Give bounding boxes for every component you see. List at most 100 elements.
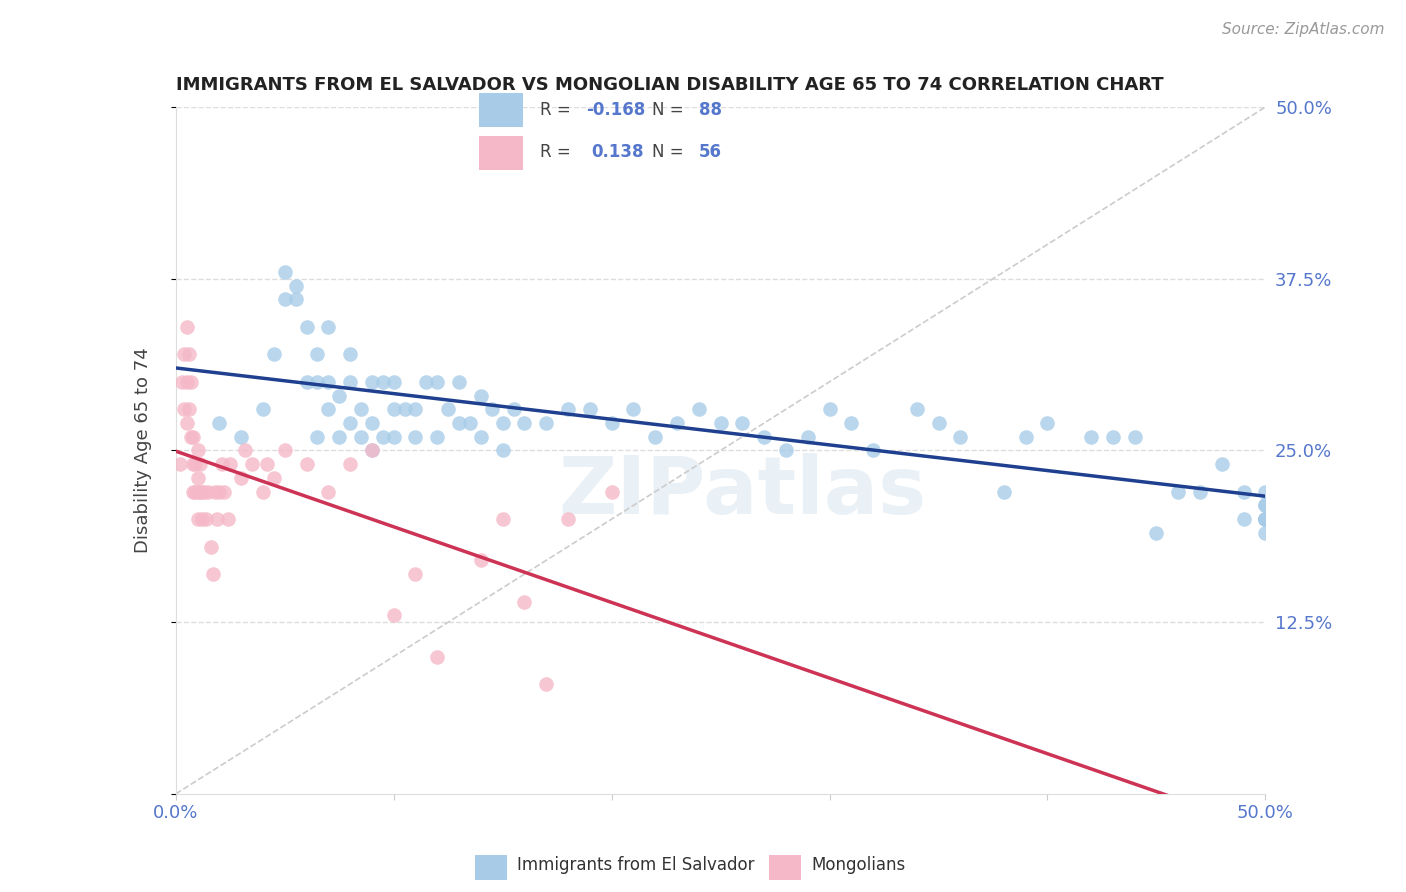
Point (1167, 484, 1189, 499)
Point (360, 443, 382, 458)
Point (252, 402, 274, 417)
Point (1189, 484, 1212, 499)
Text: R =: R = (540, 101, 575, 119)
Point (169, 457, 191, 471)
Point (350, 430, 373, 444)
Point (470, 388, 492, 402)
Point (186, 484, 209, 499)
Point (447, 416, 470, 430)
Point (405, 567, 427, 582)
Point (181, 430, 204, 444)
Point (502, 402, 524, 417)
Point (339, 347, 361, 361)
Point (307, 375, 329, 389)
Point (195, 512, 218, 526)
Point (1080, 430, 1102, 444)
Point (621, 402, 644, 417)
Point (208, 416, 231, 430)
Point (426, 375, 449, 389)
Point (666, 416, 689, 430)
Point (212, 484, 235, 499)
Point (231, 430, 253, 444)
Point (534, 416, 557, 430)
Point (360, 443, 382, 458)
Point (188, 484, 211, 499)
Point (350, 402, 373, 417)
Point (415, 375, 437, 389)
Point (191, 512, 214, 526)
Point (600, 416, 623, 430)
Point (318, 402, 340, 417)
Point (181, 457, 204, 471)
Text: N =: N = (652, 101, 689, 119)
Point (186, 471, 209, 485)
Point (470, 430, 492, 444)
Point (193, 484, 215, 499)
Point (263, 347, 285, 361)
Text: Mongolians: Mongolians (811, 856, 905, 874)
Point (382, 402, 405, 417)
Point (426, 430, 449, 444)
Point (231, 471, 253, 485)
Text: R =: R = (540, 144, 575, 161)
Point (1211, 457, 1233, 471)
Point (177, 402, 200, 417)
Point (371, 430, 394, 444)
Point (252, 484, 274, 499)
Text: 88: 88 (699, 101, 721, 119)
Point (447, 375, 470, 389)
Point (339, 375, 361, 389)
Point (339, 416, 361, 430)
Text: ZIPatlas: ZIPatlas (558, 452, 927, 531)
Point (1254, 525, 1277, 540)
Point (180, 430, 202, 444)
Point (188, 457, 211, 471)
Point (928, 416, 950, 430)
Point (181, 484, 204, 499)
Point (360, 416, 382, 430)
Text: 56: 56 (699, 144, 721, 161)
Point (219, 457, 242, 471)
Point (205, 512, 228, 526)
Point (240, 457, 263, 471)
Point (437, 402, 460, 417)
Point (579, 402, 602, 417)
Point (186, 443, 209, 458)
Point (492, 416, 515, 430)
Point (382, 430, 405, 444)
Point (754, 430, 776, 444)
FancyBboxPatch shape (479, 136, 523, 170)
Point (177, 347, 200, 361)
Point (371, 375, 394, 389)
Point (481, 402, 503, 417)
Point (295, 319, 318, 334)
Point (200, 540, 222, 554)
Point (211, 457, 233, 471)
Text: -0.168: -0.168 (586, 101, 645, 119)
Point (1254, 512, 1277, 526)
Point (458, 416, 481, 430)
Point (557, 512, 579, 526)
Point (513, 594, 536, 608)
Point (405, 430, 427, 444)
Point (905, 402, 928, 417)
Point (318, 375, 340, 389)
Point (382, 608, 405, 623)
Point (534, 677, 557, 691)
Point (263, 471, 285, 485)
Point (284, 293, 307, 307)
Point (1123, 430, 1146, 444)
Point (204, 484, 226, 499)
Point (274, 443, 297, 458)
Point (274, 265, 297, 279)
Point (492, 443, 515, 458)
Point (197, 484, 219, 499)
Point (184, 457, 207, 471)
Text: Source: ZipAtlas.com: Source: ZipAtlas.com (1222, 22, 1385, 37)
Y-axis label: Disability Age 65 to 74: Disability Age 65 to 74 (134, 348, 152, 553)
Point (295, 457, 318, 471)
Point (1254, 512, 1277, 526)
Point (993, 484, 1015, 499)
Point (644, 430, 666, 444)
Point (173, 402, 195, 417)
